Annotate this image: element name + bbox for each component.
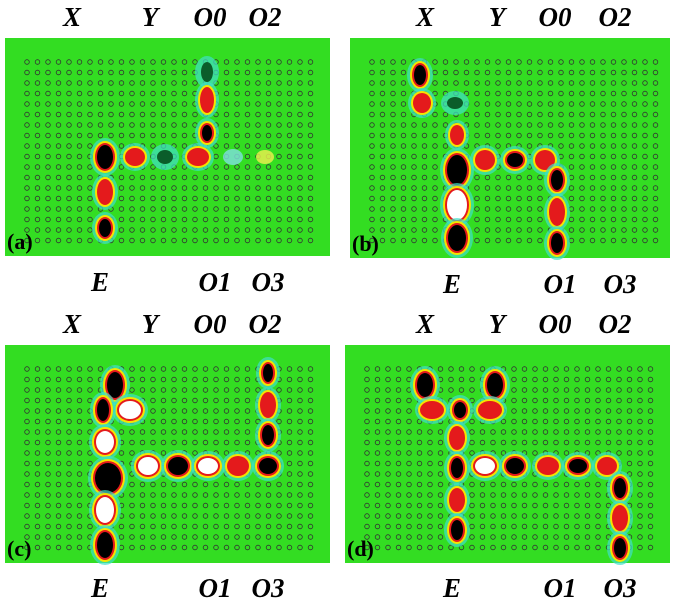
field-core [99, 181, 111, 203]
port-label: O2 [249, 309, 282, 339]
panel-label: (a) [7, 229, 33, 254]
port-label: O1 [199, 573, 232, 603]
port-label: O2 [599, 2, 632, 32]
port-label: E [90, 573, 109, 603]
port-label: O1 [199, 267, 232, 297]
field-core [451, 520, 463, 540]
field-core [95, 463, 121, 493]
field-spot [256, 150, 274, 164]
field-core [475, 458, 495, 474]
field-core [259, 458, 277, 474]
port-label: O3 [604, 573, 637, 603]
port-label: E [442, 573, 461, 603]
field-core [447, 190, 467, 220]
panel-label: (b) [352, 231, 379, 256]
port-label: O2 [599, 309, 632, 339]
port-label: X [415, 2, 435, 32]
field-spot [223, 149, 243, 165]
field-core [551, 200, 563, 224]
port-label: O1 [544, 573, 577, 603]
field-core [480, 403, 500, 417]
field-core [97, 399, 109, 421]
field-core [506, 458, 524, 474]
field-core [539, 459, 557, 473]
port-label: Y [489, 2, 508, 32]
panel [5, 38, 330, 256]
field-core [97, 532, 113, 558]
field-spot [447, 97, 463, 109]
field-core [551, 170, 563, 190]
field-core [168, 457, 188, 475]
panel [345, 345, 670, 565]
panel-label: (d) [347, 536, 374, 561]
field-core [96, 497, 114, 523]
field-core [202, 125, 212, 141]
panel-label: (c) [7, 536, 31, 561]
field-core [417, 373, 433, 397]
field-core [614, 478, 626, 498]
field-core [551, 233, 563, 253]
port-label: E [442, 269, 461, 299]
field-core [107, 372, 123, 398]
field-spot [201, 62, 213, 82]
field-core [451, 490, 463, 510]
field-core [448, 225, 466, 251]
field-core [451, 458, 463, 478]
field-core [452, 127, 462, 143]
port-label: O0 [194, 309, 227, 339]
field-core [96, 431, 114, 453]
field-core [414, 65, 426, 85]
field-core [198, 458, 218, 474]
field-core [189, 150, 207, 164]
port-label: X [62, 2, 82, 32]
port-label: O3 [252, 573, 285, 603]
port-label: O1 [544, 269, 577, 299]
field-core [454, 402, 466, 418]
field-core [263, 364, 273, 382]
port-label: Y [142, 309, 161, 339]
panel [5, 345, 330, 565]
port-label: Y [489, 309, 508, 339]
field-core [202, 89, 212, 111]
panel [350, 38, 670, 260]
field-core [415, 95, 429, 111]
field-core [97, 145, 113, 169]
field-core [614, 507, 626, 529]
field-core [229, 458, 247, 474]
port-label: O3 [604, 269, 637, 299]
figure: X Y O0 O2 E O1 O3 (a) X Y O0 O2 E O1 O3 (b) X Y O0 O2 E O1 O3 (… [0, 0, 674, 607]
field-core [447, 155, 467, 185]
port-label: X [415, 309, 435, 339]
field-core [422, 403, 442, 417]
port-label: O0 [539, 2, 572, 32]
field-core [487, 373, 503, 397]
field-core [451, 428, 463, 448]
field-core [119, 401, 141, 419]
port-label: O2 [249, 2, 282, 32]
field-core [569, 459, 587, 473]
field-core [127, 150, 143, 164]
field-core [99, 219, 111, 237]
port-label: O3 [252, 267, 285, 297]
field-core [262, 425, 274, 445]
field-core [138, 457, 158, 475]
field-spot [157, 150, 173, 164]
port-label: E [90, 267, 109, 297]
field-core [614, 538, 626, 558]
port-label: O0 [539, 309, 572, 339]
port-label: X [62, 309, 82, 339]
field-core [262, 394, 274, 416]
field-core [477, 152, 493, 168]
field-core [507, 153, 523, 167]
port-label: Y [142, 2, 161, 32]
port-label: O0 [194, 2, 227, 32]
field-core [599, 459, 615, 473]
